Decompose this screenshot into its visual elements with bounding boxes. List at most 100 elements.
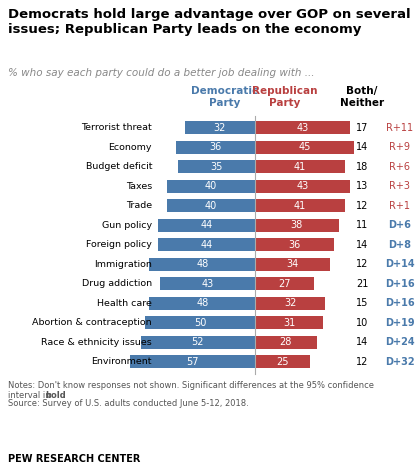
- Text: D+6: D+6: [388, 220, 412, 230]
- Text: 36: 36: [209, 142, 221, 152]
- Text: Notes: Don't know responses not shown. Significant differences at the 95% confid: Notes: Don't know responses not shown. S…: [8, 381, 374, 390]
- Text: Both/
Neither: Both/ Neither: [340, 86, 384, 108]
- Text: interval in: interval in: [8, 390, 53, 399]
- Text: 34: 34: [286, 259, 299, 269]
- Bar: [150, 297, 255, 310]
- Bar: [255, 141, 354, 154]
- Text: 25: 25: [276, 357, 289, 367]
- Bar: [255, 121, 349, 134]
- Text: D+8: D+8: [388, 240, 412, 250]
- Text: 14: 14: [356, 240, 368, 250]
- Bar: [255, 297, 326, 310]
- Text: Trade: Trade: [126, 201, 152, 210]
- Text: Race & ethnicity issues: Race & ethnicity issues: [41, 338, 152, 347]
- Text: 43: 43: [202, 279, 214, 289]
- Text: Democrats hold large advantage over GOP on several
issues; Republican Party lead: Democrats hold large advantage over GOP …: [8, 8, 411, 36]
- Text: 44: 44: [200, 220, 213, 230]
- Text: R+1: R+1: [389, 201, 410, 211]
- Text: 48: 48: [196, 298, 208, 308]
- Text: D+14: D+14: [385, 259, 415, 269]
- Text: 43: 43: [296, 123, 308, 133]
- Text: 40: 40: [205, 181, 217, 191]
- Bar: [255, 160, 345, 173]
- Bar: [141, 336, 255, 349]
- Text: 41: 41: [294, 201, 306, 211]
- Text: 32: 32: [284, 298, 297, 308]
- Text: Taxes: Taxes: [126, 182, 152, 191]
- Text: Source: Survey of U.S. adults conducted June 5-12, 2018.: Source: Survey of U.S. adults conducted …: [8, 399, 249, 408]
- Bar: [255, 180, 349, 193]
- Text: 57: 57: [186, 357, 199, 367]
- Text: 10: 10: [356, 318, 368, 328]
- Text: Immigration: Immigration: [94, 260, 152, 269]
- Text: 45: 45: [298, 142, 311, 152]
- Bar: [158, 219, 255, 232]
- Bar: [255, 355, 310, 368]
- Text: bold: bold: [45, 390, 66, 399]
- Text: R+11: R+11: [386, 123, 414, 133]
- Text: 50: 50: [194, 318, 206, 328]
- Text: Drug addiction: Drug addiction: [82, 279, 152, 288]
- Bar: [130, 355, 255, 368]
- Text: Terrorist threat: Terrorist threat: [81, 123, 152, 132]
- Bar: [255, 238, 334, 251]
- Text: 14: 14: [356, 337, 368, 347]
- Text: Foreign policy: Foreign policy: [86, 240, 152, 249]
- Text: 31: 31: [283, 318, 295, 328]
- Bar: [185, 121, 255, 134]
- Text: 21: 21: [356, 279, 368, 289]
- Text: 27: 27: [278, 279, 291, 289]
- Bar: [176, 141, 255, 154]
- Text: % who say each party could do a better job dealing with ...: % who say each party could do a better j…: [8, 68, 315, 78]
- Text: 12: 12: [356, 201, 368, 211]
- Bar: [160, 277, 255, 290]
- Text: Gun policy: Gun policy: [102, 221, 152, 230]
- Text: 14: 14: [356, 142, 368, 152]
- Bar: [255, 277, 315, 290]
- Text: 52: 52: [192, 337, 204, 347]
- Text: 32: 32: [214, 123, 226, 133]
- Text: D+24: D+24: [385, 337, 415, 347]
- Text: D+19: D+19: [385, 318, 415, 328]
- Text: 13: 13: [356, 181, 368, 191]
- Text: PEW RESEARCH CENTER: PEW RESEARCH CENTER: [8, 454, 140, 464]
- Text: 48: 48: [196, 259, 208, 269]
- Text: 15: 15: [356, 298, 368, 308]
- Bar: [255, 219, 339, 232]
- Text: 18: 18: [356, 162, 368, 172]
- Text: R+6: R+6: [389, 162, 410, 172]
- Bar: [255, 336, 317, 349]
- Bar: [167, 180, 255, 193]
- Text: 35: 35: [210, 162, 223, 172]
- Text: 28: 28: [280, 337, 292, 347]
- Text: 40: 40: [205, 201, 217, 211]
- Text: Health care: Health care: [97, 299, 152, 308]
- Text: 43: 43: [296, 181, 308, 191]
- Text: D+32: D+32: [385, 357, 415, 367]
- Bar: [145, 316, 255, 329]
- Text: 36: 36: [289, 240, 301, 250]
- Text: Budget deficit: Budget deficit: [86, 162, 152, 171]
- Text: 12: 12: [356, 357, 368, 367]
- Text: 12: 12: [356, 259, 368, 269]
- Text: R+3: R+3: [389, 181, 410, 191]
- Text: Republican
Party: Republican Party: [252, 86, 318, 108]
- Text: 38: 38: [291, 220, 303, 230]
- Text: .: .: [61, 390, 63, 399]
- Text: D+16: D+16: [385, 279, 415, 289]
- Text: 11: 11: [356, 220, 368, 230]
- Text: 17: 17: [356, 123, 368, 133]
- Bar: [255, 258, 330, 271]
- Text: R+9: R+9: [389, 142, 410, 152]
- Text: D+16: D+16: [385, 298, 415, 308]
- Text: 41: 41: [294, 162, 306, 172]
- Bar: [150, 258, 255, 271]
- Text: Abortion & contraception: Abortion & contraception: [32, 318, 152, 327]
- Bar: [255, 199, 345, 212]
- Text: Environment: Environment: [92, 357, 152, 366]
- Bar: [255, 316, 323, 329]
- Bar: [178, 160, 255, 173]
- Text: Democratic
Party: Democratic Party: [192, 86, 259, 108]
- Text: Economy: Economy: [108, 143, 152, 152]
- Text: 44: 44: [200, 240, 213, 250]
